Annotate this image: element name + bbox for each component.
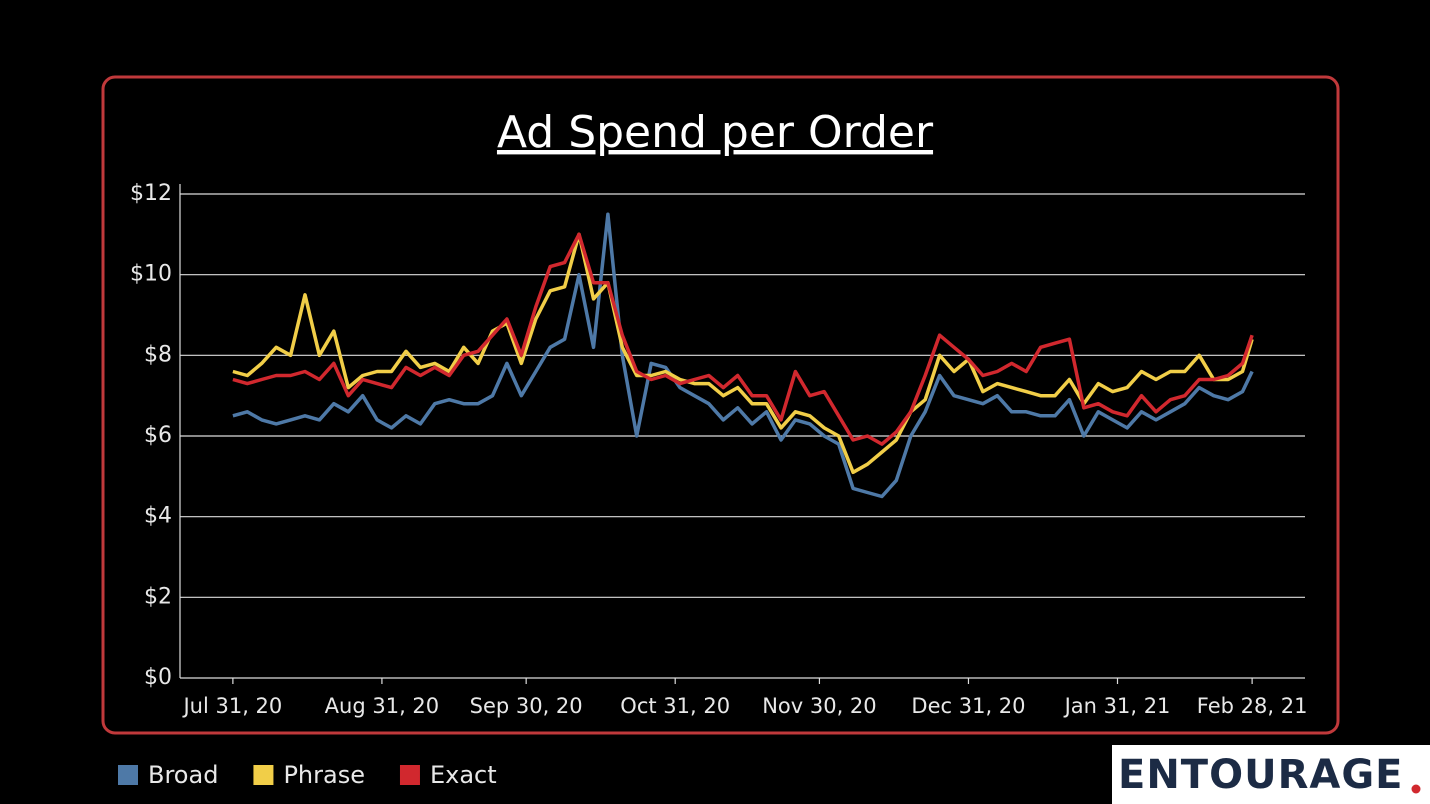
- x-tick-label: Nov 30, 20: [762, 694, 876, 718]
- logo: ENTOURAGE: [1118, 752, 1403, 798]
- legend-label: Phrase: [283, 761, 365, 789]
- x-tick-label: Jul 31, 20: [181, 694, 282, 718]
- x-tick-label: Sep 30, 20: [470, 694, 583, 718]
- y-tick-label: $4: [144, 504, 172, 529]
- y-tick-label: $10: [130, 262, 172, 287]
- y-tick-label: $2: [144, 584, 172, 609]
- x-tick-label: Oct 31, 20: [620, 694, 730, 718]
- series-line: [232, 232, 1254, 446]
- y-tick-label: $8: [144, 342, 172, 367]
- legend-swatch: [253, 765, 274, 785]
- chart-title: Ad Spend per Order: [497, 107, 934, 158]
- legend-label: Broad: [148, 761, 218, 789]
- y-tick-label: $6: [144, 423, 172, 448]
- series-line: [232, 232, 1254, 475]
- legend-label: Exact: [430, 761, 497, 789]
- logo-dot: [1411, 784, 1421, 794]
- legend-swatch: [399, 765, 420, 785]
- series-line: [232, 212, 1254, 499]
- x-tick-label: Aug 31, 20: [325, 694, 439, 718]
- x-tick-label: Jan 31, 21: [1063, 694, 1171, 718]
- panel-border: [101, 75, 1340, 735]
- y-tick-label: $12: [130, 181, 172, 206]
- y-tick-label: $0: [144, 665, 172, 690]
- legend-swatch: [118, 765, 138, 785]
- x-tick-label: Dec 31, 20: [911, 694, 1025, 718]
- x-tick-label: Feb 28, 21: [1197, 694, 1308, 718]
- logo-box: [1112, 745, 1430, 804]
